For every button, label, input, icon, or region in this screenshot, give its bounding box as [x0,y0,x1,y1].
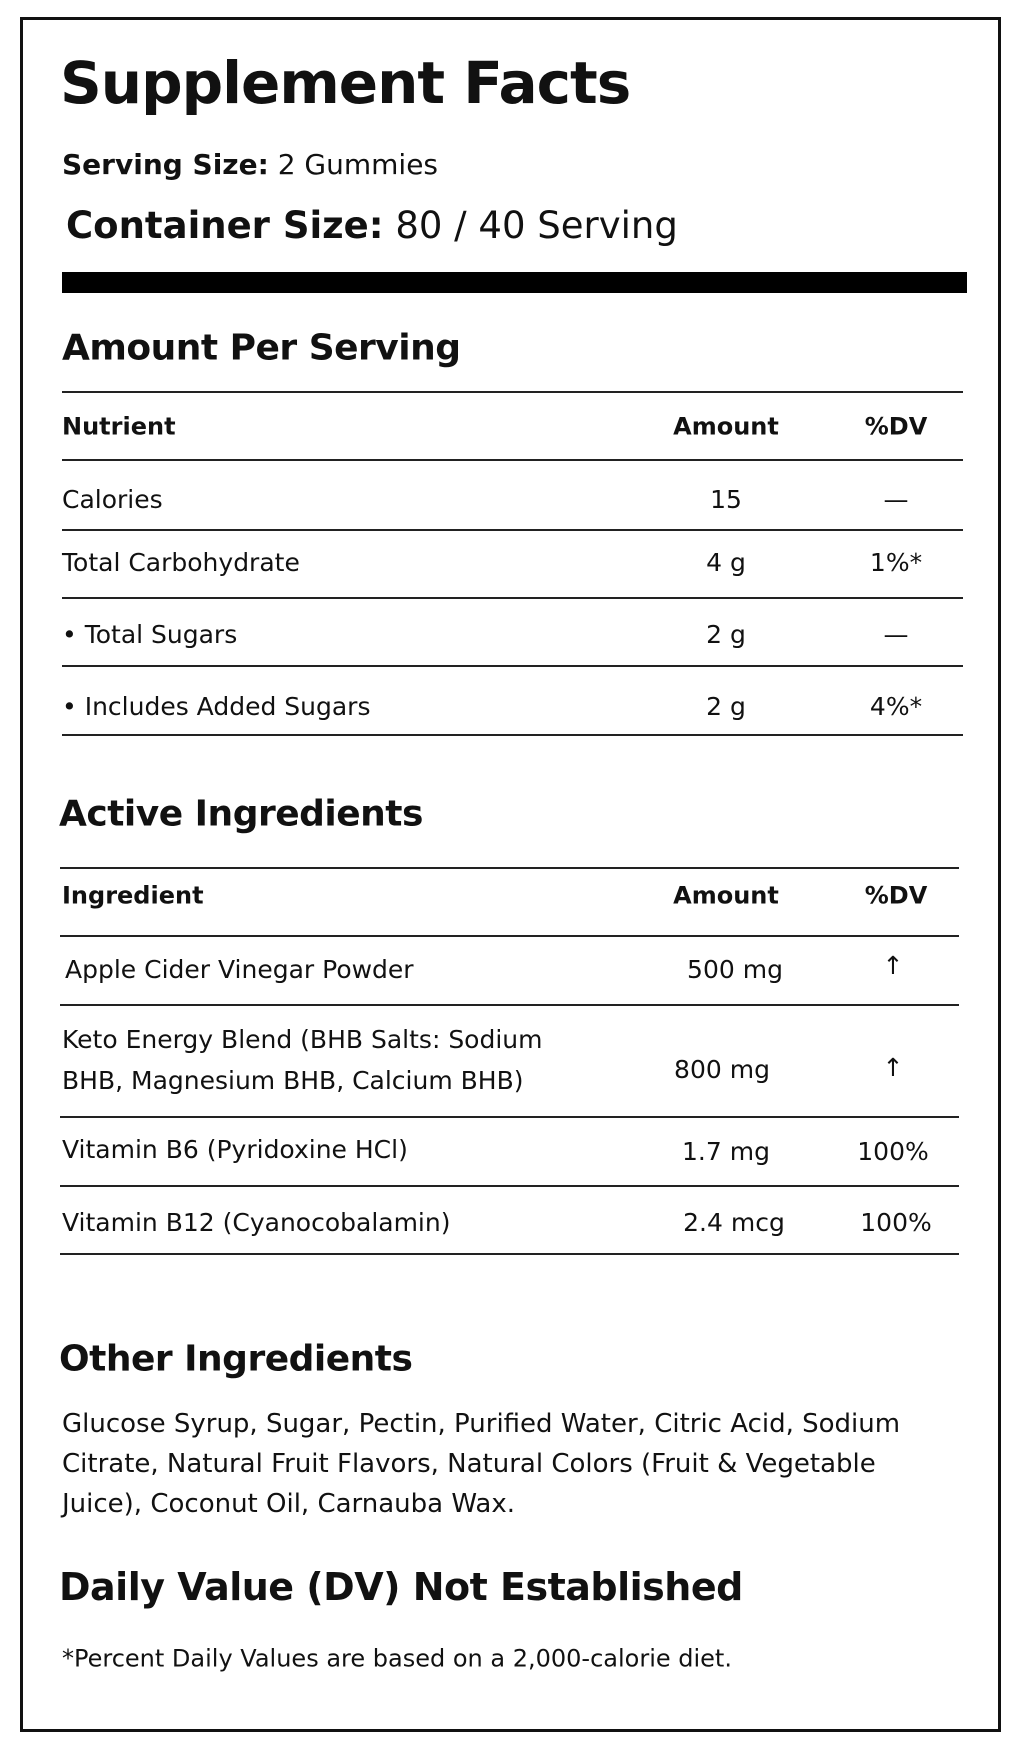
divider [62,529,963,531]
other-ingredients-heading: Other Ingredients [59,1338,413,1380]
ingredient-amount: 800 mg [674,1055,770,1084]
amount-per-serving-heading: Amount Per Serving [62,327,461,369]
ingredient-amount: 1.7 mg [682,1137,770,1166]
nutrient-dv: 4%* [869,692,923,721]
nutrient-name: • Total Sugars [62,620,238,649]
divider [60,1004,959,1006]
nutrient-name: • Includes Added Sugars [62,692,371,721]
nutrient-name: Calories [62,485,163,514]
dv-arrow-icon: ↑ [882,951,904,980]
ingredient-name: Vitamin B12 (Cyanocobalamin) [62,1208,451,1237]
ingredient-dv: 100% [860,1208,932,1237]
divider [60,1185,959,1187]
container-size-value: 80 / 40 Serving [395,203,678,247]
column-header-ingredient: Ingredient [62,881,204,910]
ingredient-amount: 2.4 mcg [683,1208,785,1237]
nutrient-dv: — [883,620,909,649]
column-header-dv: %DV [864,412,928,441]
divider [62,391,963,393]
serving-size-label: Serving Size: [62,148,269,182]
active-ingredients-heading: Active Ingredients [59,793,423,835]
nutrient-dv: 1%* [869,548,923,577]
thick-divider [62,272,967,293]
divider [62,734,963,736]
ingredient-amount: 500 mg [687,955,783,984]
column-header-dv: %DV [864,881,928,910]
nutrient-amount: 2 g [706,620,746,649]
nutrient-amount: 2 g [706,692,746,721]
divider [62,597,963,599]
nutrient-dv: — [883,485,909,514]
other-ingredients-text: Glucose Syrup, Sugar, Pectin, Purified W… [62,1409,901,1519]
divider [62,665,963,667]
serving-size: Serving Size: 2 Gummies [62,148,438,182]
container-size-label: Container Size: [66,203,384,247]
container-size: Container Size: 80 / 40 Serving [66,204,678,248]
divider [62,459,963,461]
ingredient-name: Apple Cider Vinegar Powder [65,955,414,984]
nutrient-amount: 15 [710,485,742,514]
divider [60,935,959,937]
serving-size-value: 2 Gummies [277,148,439,182]
label-border [20,17,1001,1732]
ingredient-name-line1: Keto Energy Blend (BHB Salts: Sodium [62,1025,543,1054]
divider [60,1116,959,1118]
column-header-amount: Amount [673,881,779,910]
nutrient-name: Total Carbohydrate [62,548,300,577]
dv-arrow-icon: ↑ [882,1053,904,1082]
nutrient-amount: 4 g [706,548,746,577]
ingredient-name-line2: BHB, Magnesium BHB, Calcium BHB) [62,1066,524,1095]
divider [60,1253,959,1255]
footnote: *Percent Daily Values are based on a 2,0… [62,1644,732,1673]
divider [60,867,959,869]
column-header-amount: Amount [673,412,779,441]
column-header-nutrient: Nutrient [62,412,176,441]
daily-value-heading: Daily Value (DV) Not Established [59,1565,743,1610]
ingredient-dv: 100% [857,1137,929,1166]
ingredient-name: Vitamin B6 (Pyridoxine HCl) [62,1135,408,1164]
page-title: Supplement Facts [60,49,631,118]
